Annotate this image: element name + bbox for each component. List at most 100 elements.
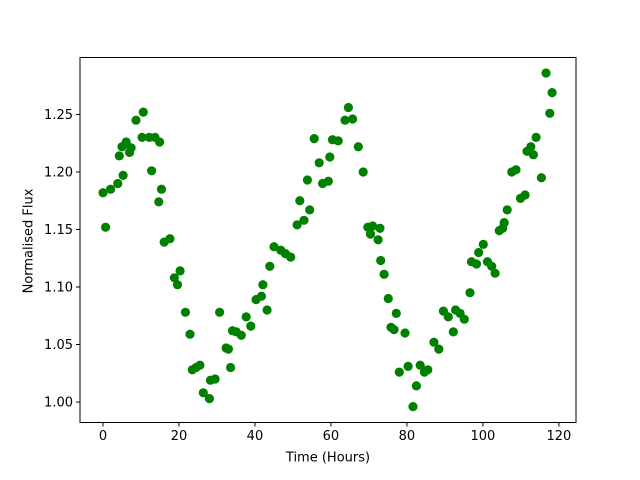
data-point — [434, 344, 444, 354]
data-point — [165, 234, 175, 244]
data-point — [502, 205, 512, 215]
data-point — [348, 114, 358, 124]
data-point — [175, 266, 185, 276]
data-point — [258, 280, 268, 290]
data-point — [302, 175, 312, 185]
data-point — [541, 68, 551, 78]
data-point — [154, 197, 164, 207]
y-tick-label: 1.10 — [44, 280, 73, 295]
data-point — [531, 132, 541, 142]
data-point — [403, 361, 413, 371]
data-point — [365, 229, 376, 239]
data-point — [391, 308, 401, 318]
plot-border — [79, 57, 577, 423]
x-tick-label: 40 — [247, 429, 264, 444]
data-point — [195, 360, 205, 370]
data-point — [198, 388, 208, 398]
data-point — [373, 235, 383, 245]
data-point — [526, 142, 536, 152]
data-point — [411, 381, 421, 391]
data-point — [305, 205, 315, 215]
data-point — [215, 307, 225, 317]
data-point — [147, 166, 157, 176]
x-tick-label: 20 — [171, 429, 188, 444]
data-point — [137, 132, 147, 142]
y-tick-label: 1.05 — [44, 338, 73, 353]
data-point — [429, 337, 439, 347]
data-point — [325, 152, 335, 162]
data-point — [358, 167, 368, 177]
x-tick-label: 100 — [471, 429, 496, 444]
data-point — [131, 115, 141, 125]
data-point — [246, 321, 256, 331]
y-tick-label: 1.20 — [44, 165, 73, 180]
x-tick-label: 80 — [399, 429, 416, 444]
data-point — [448, 327, 458, 337]
data-point — [262, 305, 272, 315]
data-point — [169, 273, 179, 283]
data-point — [286, 252, 296, 262]
data-point — [474, 247, 484, 258]
data-point — [490, 268, 500, 278]
data-point — [415, 360, 425, 370]
data-point — [465, 288, 475, 298]
data-point — [389, 325, 399, 335]
data-point — [241, 312, 251, 322]
data-point — [180, 307, 190, 317]
data-point — [98, 188, 108, 198]
data-point — [323, 176, 333, 186]
data-point — [536, 173, 547, 183]
data-point — [101, 222, 111, 232]
x-tick-label: 60 — [323, 429, 340, 444]
data-point — [236, 330, 246, 340]
data-point — [256, 291, 266, 301]
data-point — [340, 115, 350, 125]
data-point — [545, 108, 555, 118]
data-point — [113, 178, 123, 189]
y-tick-label: 1.15 — [44, 223, 73, 238]
data-point — [383, 293, 393, 304]
data-point — [314, 158, 324, 168]
data-point — [309, 134, 319, 144]
x-axis-label: Time (Hours) — [285, 450, 371, 466]
data-point — [547, 88, 557, 98]
data-point — [511, 165, 521, 175]
data-point — [106, 184, 116, 194]
data-point — [295, 196, 305, 206]
data-point — [210, 374, 220, 384]
y-tick-label: 1.25 — [44, 108, 73, 123]
data-point — [156, 184, 167, 194]
data-point — [400, 328, 410, 338]
data-point — [138, 107, 148, 117]
data-point — [155, 137, 165, 147]
y-axis-label: Normalised Flux — [21, 188, 37, 294]
data-point — [265, 261, 275, 271]
data-point — [368, 221, 378, 231]
data-point — [118, 170, 128, 180]
data-point — [375, 223, 385, 233]
data-point — [299, 215, 309, 225]
data-point — [226, 362, 236, 373]
data-point — [443, 312, 453, 322]
data-point — [459, 314, 469, 324]
data-point — [520, 190, 530, 200]
data-point — [333, 136, 343, 146]
x-tick-label: 0 — [99, 429, 107, 444]
y-tick-label: 1.00 — [44, 396, 73, 411]
data-point — [269, 242, 279, 252]
data-point — [487, 261, 497, 271]
data-point — [343, 102, 353, 113]
data-point — [423, 365, 433, 375]
data-point — [114, 151, 124, 161]
data-point — [292, 220, 302, 230]
data-point — [379, 269, 389, 279]
data-point — [185, 329, 195, 339]
data-point — [126, 143, 136, 153]
data-point — [499, 218, 509, 228]
data-point — [353, 142, 363, 152]
data-point — [204, 394, 214, 404]
data-point — [528, 150, 539, 160]
x-tick-label: 120 — [546, 429, 571, 444]
